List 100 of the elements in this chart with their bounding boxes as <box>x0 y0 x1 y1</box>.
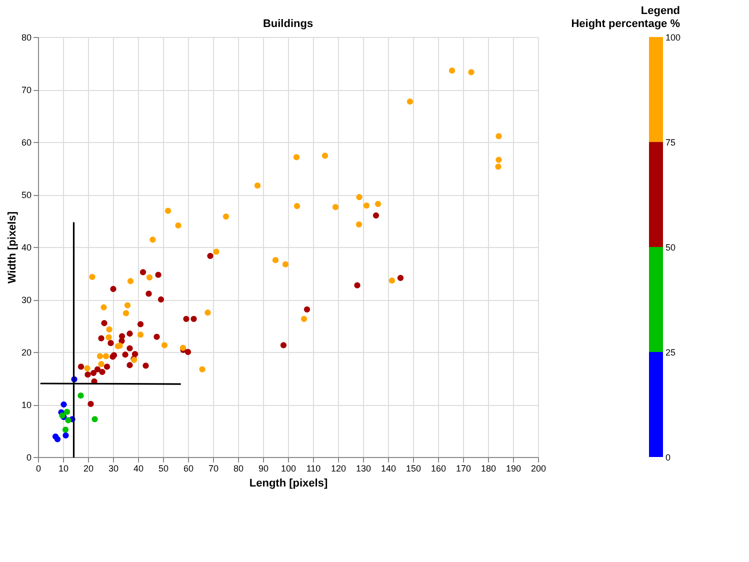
point <box>374 200 382 208</box>
point <box>94 366 101 372</box>
point <box>62 426 69 433</box>
point <box>78 392 84 399</box>
y-tick-label: 80 <box>21 32 32 42</box>
point <box>496 133 502 140</box>
point <box>146 274 153 281</box>
point <box>146 290 152 297</box>
y-tick-label: 60 <box>21 138 32 148</box>
y-tick-label: 50 <box>21 190 32 200</box>
point <box>89 274 96 280</box>
x-tick-label: 190 <box>506 464 522 474</box>
point <box>254 182 261 189</box>
point <box>150 236 156 243</box>
x-tick-label: 10 <box>58 464 69 474</box>
point <box>272 257 279 264</box>
point <box>142 362 149 369</box>
point <box>122 310 130 316</box>
point <box>363 202 370 209</box>
point <box>190 316 197 322</box>
point <box>397 274 404 282</box>
x-tick-label: 80 <box>233 464 244 474</box>
x-tick-label: 120 <box>330 464 346 474</box>
x-axis-title: Length [pixels] <box>249 478 328 490</box>
point <box>104 364 110 370</box>
x-tick-label: 50 <box>158 464 169 474</box>
point <box>126 345 133 352</box>
point <box>140 269 146 276</box>
point <box>294 202 300 210</box>
point <box>372 212 380 219</box>
point <box>65 417 72 424</box>
point <box>388 278 396 284</box>
x-tick-label: 40 <box>133 464 144 474</box>
point <box>158 296 164 303</box>
point <box>124 302 131 308</box>
x-tick-label: 30 <box>108 464 119 474</box>
x-tick-label: 140 <box>380 464 396 474</box>
point <box>54 436 61 442</box>
point <box>356 194 362 200</box>
point <box>468 69 474 76</box>
point <box>495 164 502 170</box>
point <box>175 222 182 229</box>
point <box>88 400 94 408</box>
point <box>106 334 112 340</box>
point <box>132 351 138 358</box>
color-bar-label: 50 <box>666 242 676 252</box>
x-tick-label: 100 <box>280 464 296 474</box>
point <box>122 352 128 358</box>
y-tick-label: 40 <box>21 242 32 252</box>
point <box>184 348 192 356</box>
point <box>110 286 116 292</box>
y-tick-label: 10 <box>21 400 32 410</box>
point <box>448 68 456 74</box>
point <box>322 152 328 159</box>
legend-title: Legend <box>640 5 680 17</box>
x-tick-label: 110 <box>306 464 321 474</box>
point <box>126 362 133 368</box>
x-tick-label: 150 <box>406 464 422 474</box>
point <box>96 353 104 360</box>
point <box>161 342 168 348</box>
color-bar-label: 0 <box>666 452 671 462</box>
x-tick-label: 180 <box>480 464 496 474</box>
point <box>154 334 160 340</box>
y-tick-label: 70 <box>21 85 32 95</box>
point <box>356 221 362 228</box>
point <box>98 361 104 368</box>
point <box>92 416 98 422</box>
point <box>183 316 190 322</box>
point <box>204 310 211 316</box>
point <box>60 401 67 408</box>
point <box>84 365 90 372</box>
point <box>293 154 300 160</box>
point <box>496 156 502 163</box>
color-bar-title: Height percentage % <box>571 18 680 30</box>
x-tick-label: 0 <box>36 464 42 474</box>
point <box>101 320 108 326</box>
x-tick-label: 70 <box>208 464 219 474</box>
point <box>199 366 206 372</box>
point <box>406 98 414 105</box>
point <box>222 213 230 220</box>
point <box>354 282 360 288</box>
point <box>78 364 84 370</box>
x-tick-label: 20 <box>83 464 94 474</box>
point <box>90 370 97 376</box>
point <box>213 248 220 255</box>
color-bar-label: 75 <box>666 138 676 148</box>
point <box>62 432 69 439</box>
point <box>64 408 70 415</box>
point <box>155 272 162 278</box>
point <box>99 368 106 376</box>
point <box>282 261 289 268</box>
point <box>207 252 214 259</box>
point <box>118 338 125 344</box>
y-tick-label: 30 <box>21 295 32 305</box>
x-tick-label: 130 <box>356 464 372 474</box>
point <box>332 204 339 210</box>
y-axis-title: Width [pixels] <box>6 211 18 284</box>
x-tick-label: 60 <box>183 464 194 474</box>
point <box>100 304 107 310</box>
chart-title: Buildings <box>262 18 314 30</box>
